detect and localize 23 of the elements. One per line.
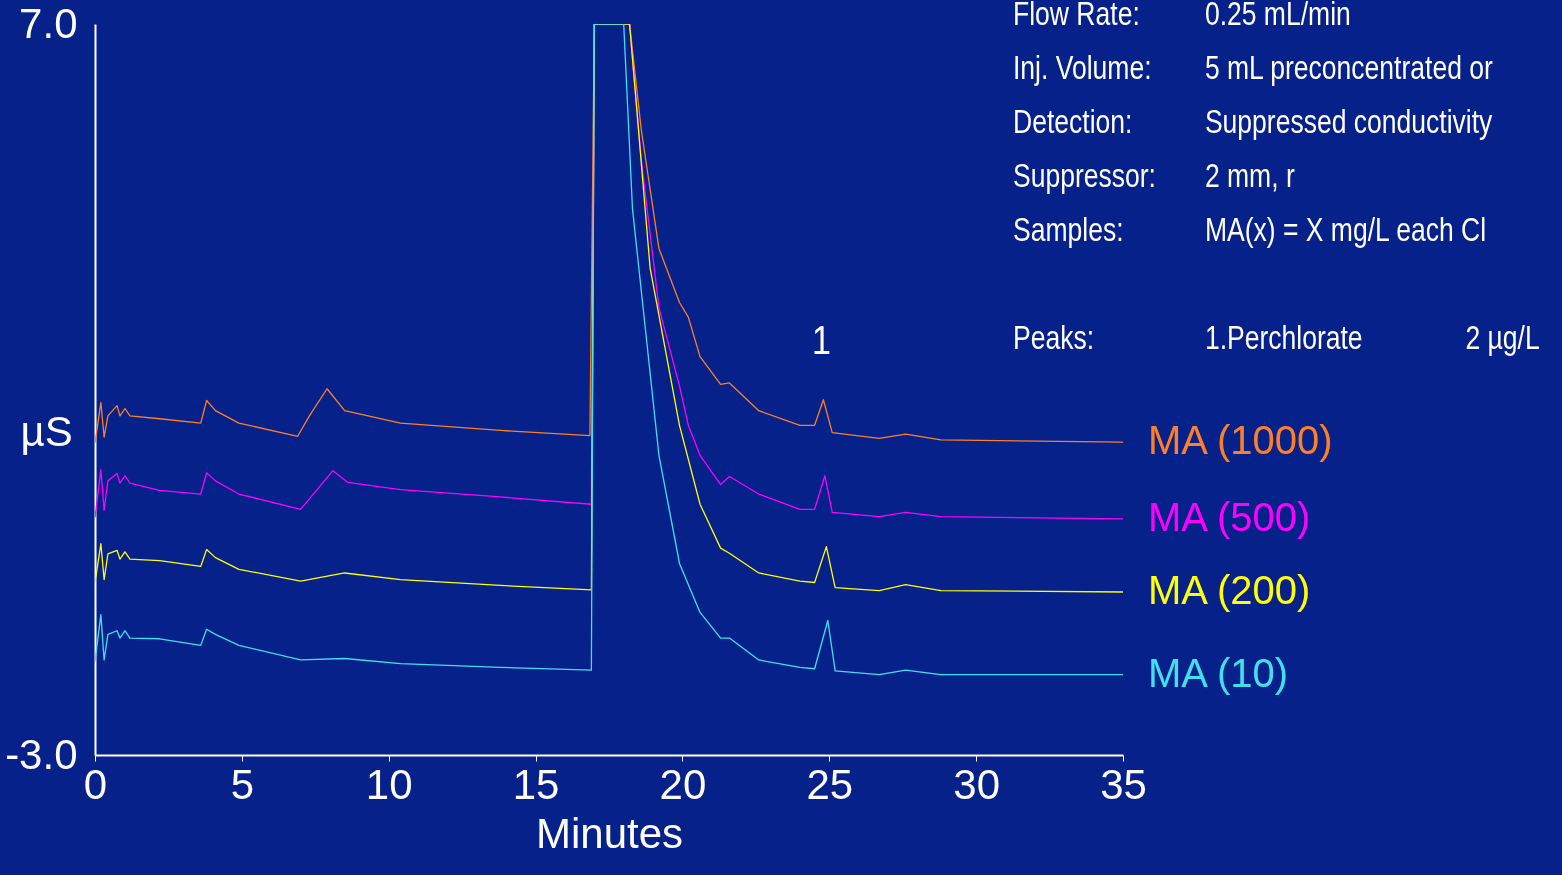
x-axis-title: Minutes <box>535 809 684 857</box>
y-axis-title: µS <box>20 407 73 455</box>
x-tick-label: 0 <box>83 760 108 808</box>
series-label: MA (10) <box>1148 650 1289 695</box>
series-label: MA (200) <box>1148 567 1311 612</box>
x-tick-label: 5 <box>230 760 255 808</box>
series-label: MA (500) <box>1148 494 1311 539</box>
y-tick-label: 7.0 <box>19 0 78 47</box>
text: Peaks: 1.Perchlorate 2 µg/L <box>1013 318 1540 356</box>
x-tick-label: 10 <box>365 760 413 808</box>
text: Detection: Suppressed conductivity <box>1013 102 1493 140</box>
text: Suppressor: 2 mm, r <box>1013 156 1295 194</box>
y-tick-label: -3.0 <box>5 730 78 778</box>
x-tick-label: 15 <box>512 760 560 808</box>
annotation: 1 <box>812 318 831 363</box>
x-tick-label: 25 <box>806 760 854 808</box>
text: Flow Rate: 0.25 mL/min <box>1013 0 1351 32</box>
x-tick-label: 20 <box>659 760 707 808</box>
text: Samples: MA(x) = X mg/L each Cl <box>1013 210 1487 248</box>
text: Inj. Volume: 5 mL preconcentrated or <box>1013 48 1493 86</box>
series-label: MA (1000) <box>1148 418 1333 463</box>
x-tick-label: 35 <box>1100 760 1147 808</box>
x-tick-label: 30 <box>953 760 1000 808</box>
